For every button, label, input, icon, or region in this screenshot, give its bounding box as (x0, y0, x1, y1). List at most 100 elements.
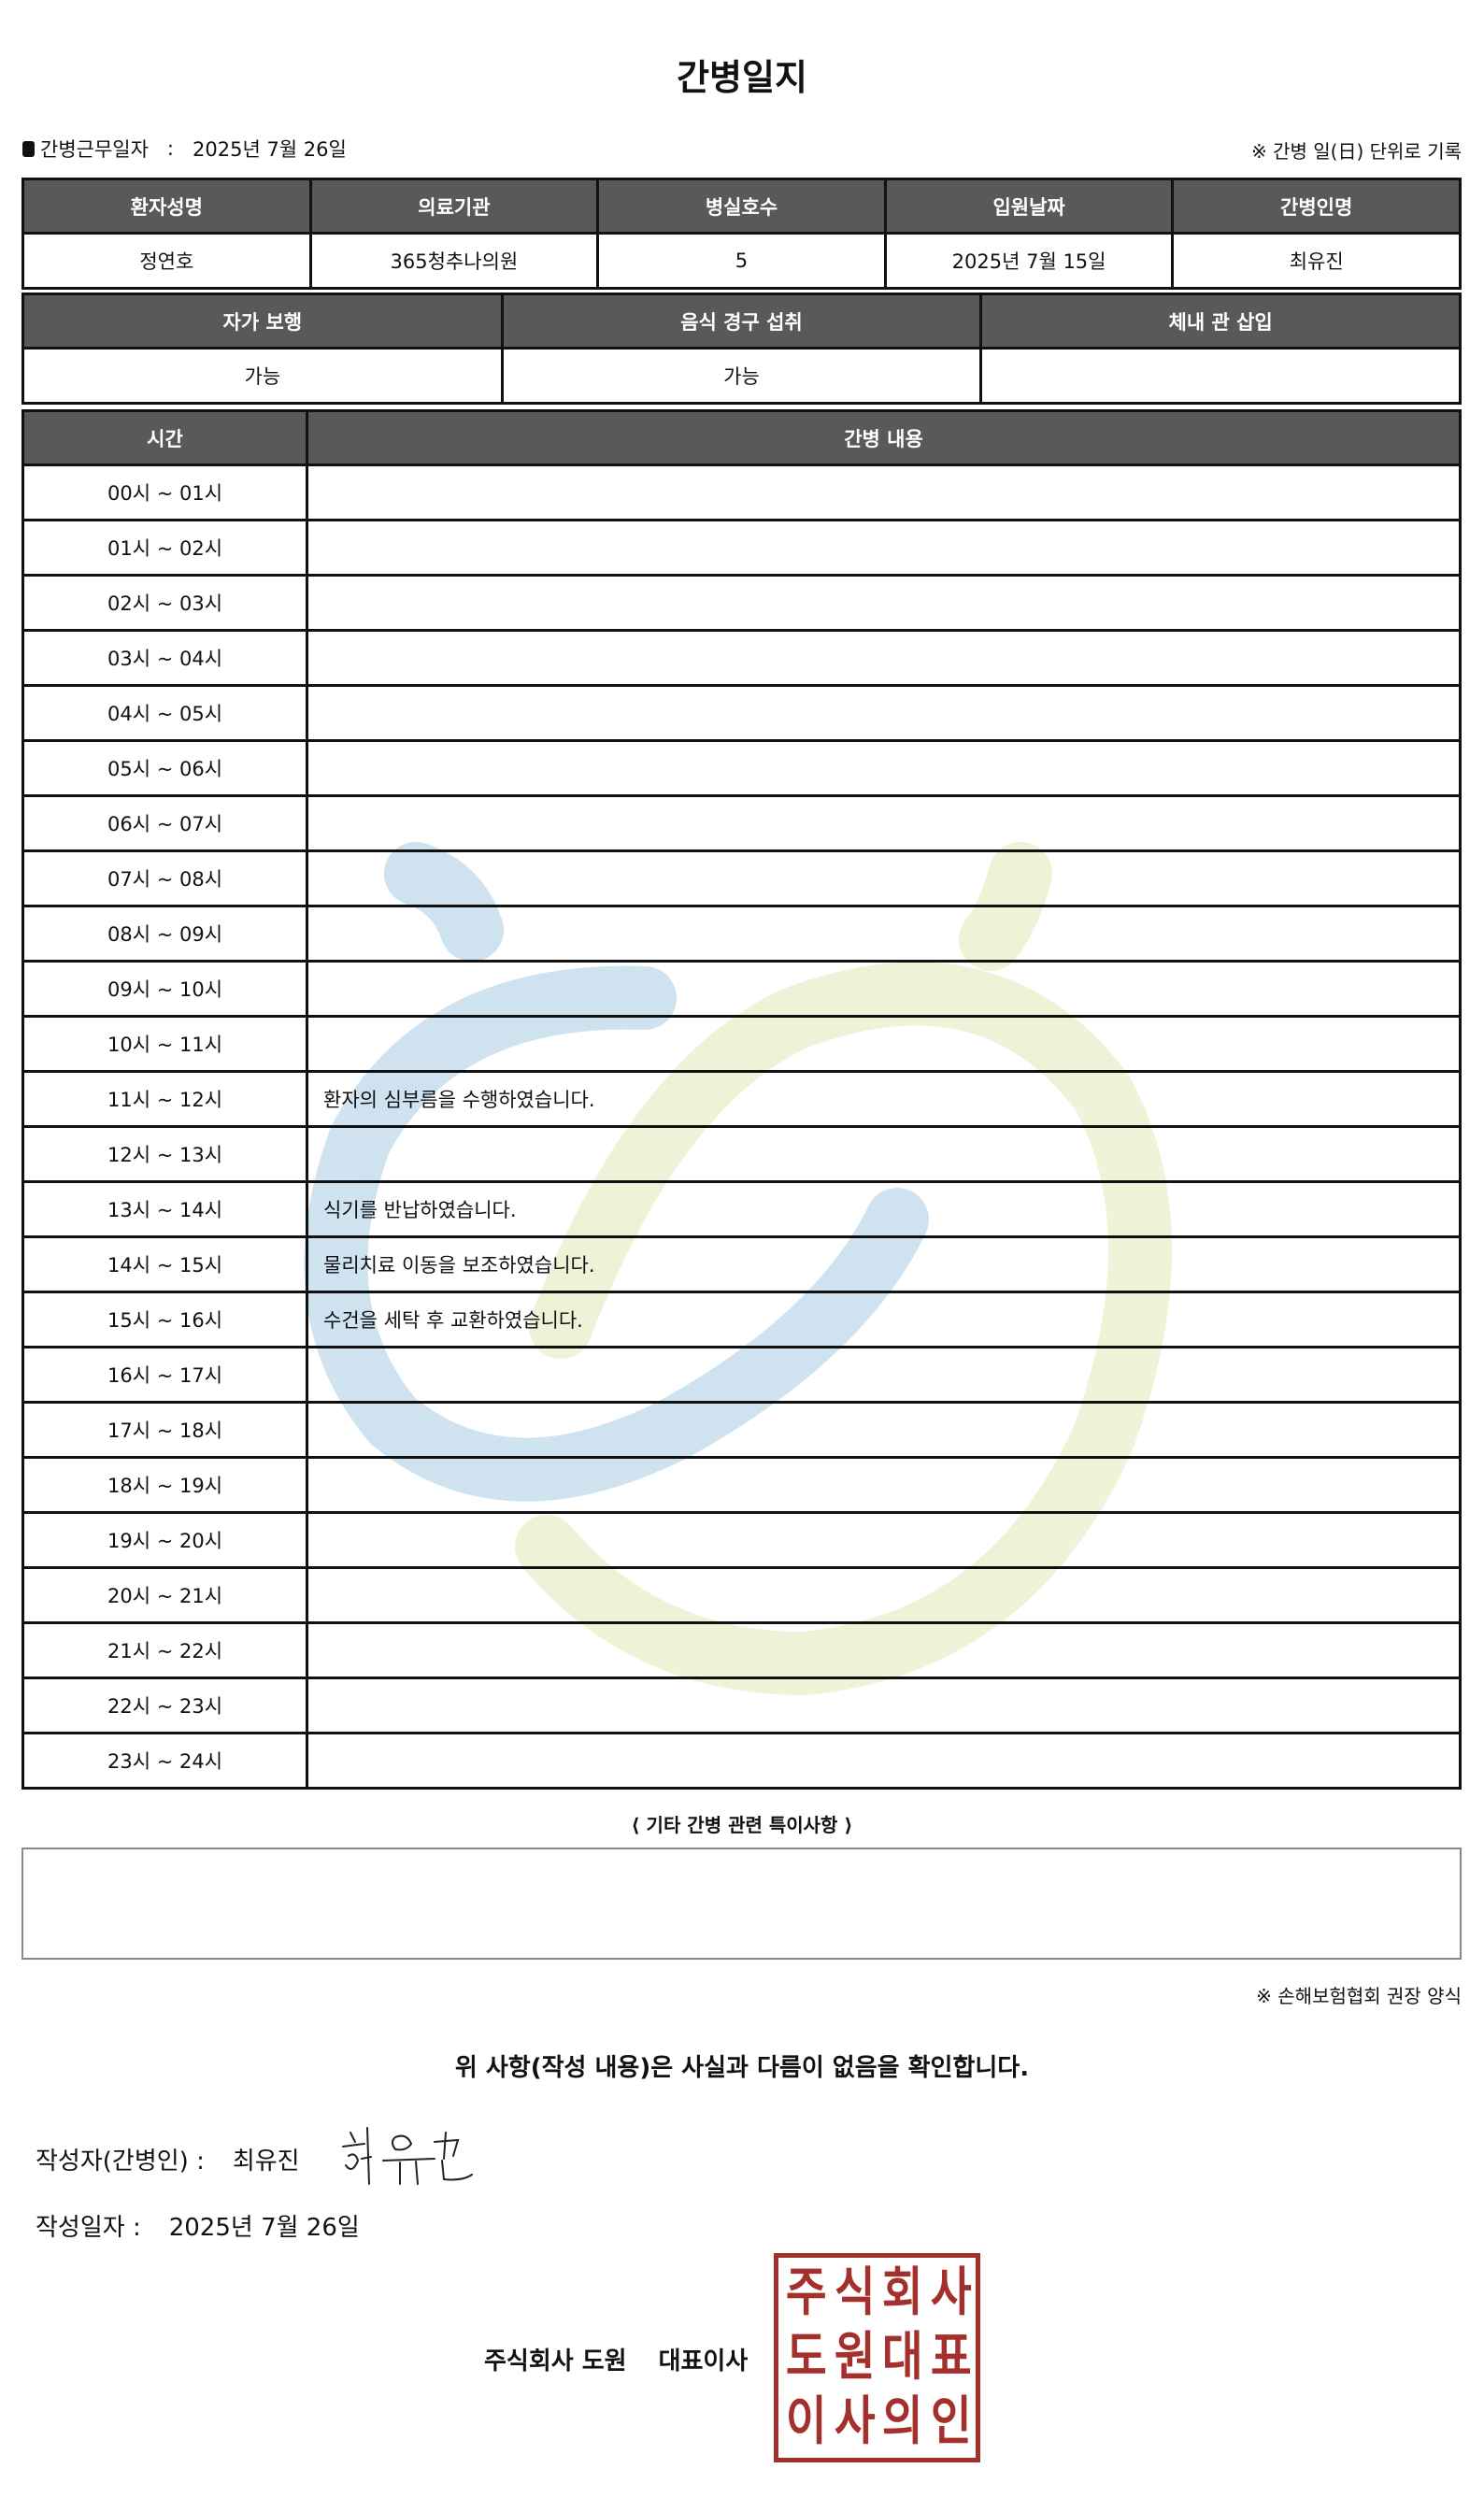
representative-title: 대표이사 (658, 2347, 749, 2376)
time-cell: 21시 ~ 22시 (21, 1621, 308, 1679)
table-row: 16시 ~ 17시 (21, 1346, 1462, 1404)
header-room: 병실호수 (596, 178, 887, 235)
content-cell (306, 960, 1462, 1018)
table-row: 14시 ~ 15시 물리치료 이동을 보조하였습니다. (21, 1235, 1462, 1293)
table-row: 18시 ~ 19시 (21, 1456, 1462, 1514)
company-row: 주식회사 도원 대표이사 (484, 2342, 748, 2376)
time-cell: 14시 ~ 15시 (21, 1235, 308, 1293)
content-cell (306, 905, 1462, 963)
content-cell: 물리치료 이동을 보조하였습니다. (306, 1235, 1462, 1293)
content-cell (306, 1677, 1462, 1734)
table-row: 01시 ~ 02시 (21, 519, 1462, 577)
time-cell: 05시 ~ 06시 (21, 739, 308, 797)
content-cell (306, 1621, 1462, 1679)
patient-status-table: 자가 보행 음식 경구 섭취 체내 관 삽입 가능 가능 (21, 293, 1462, 405)
time-cell: 13시 ~ 14시 (21, 1180, 308, 1238)
time-cell: 16시 ~ 17시 (21, 1346, 308, 1404)
table-row: 15시 ~ 16시 수건을 세탁 후 교환하였습니다. (21, 1291, 1462, 1348)
table-row: 17시 ~ 18시 (21, 1401, 1462, 1459)
time-cell: 07시 ~ 08시 (21, 849, 308, 907)
content-cell (306, 1125, 1462, 1183)
tube (979, 347, 1462, 405)
room: 5 (596, 232, 887, 290)
header-institution: 의료기관 (308, 178, 600, 235)
table-row: 05시 ~ 06시 (21, 739, 1462, 797)
confirmation-statement: 위 사항(작성 내용)은 사실과 다름이 없음을 확인합니다. (454, 2054, 1030, 2082)
time-cell: 08시 ~ 09시 (21, 905, 308, 963)
patient-name: 정연호 (21, 232, 312, 290)
caregiver: 최유진 (1171, 232, 1462, 290)
stamp-char: 원 (834, 2326, 876, 2388)
notes-label: ⟨ 기타 간병 관련 특이사항 ⟩ (631, 1814, 853, 1836)
time-cell: 10시 ~ 11시 (21, 1015, 308, 1073)
walking: 가능 (21, 347, 504, 405)
content-cell (306, 1015, 1462, 1073)
time-cell: 09시 ~ 10시 (21, 960, 308, 1018)
content-cell (306, 1456, 1462, 1514)
table-row: 07시 ~ 08시 (21, 849, 1462, 907)
stamp-char: 회 (881, 2262, 923, 2324)
time-cell: 23시 ~ 24시 (21, 1732, 308, 1790)
table-row: 02시 ~ 03시 (21, 574, 1462, 632)
content-cell: 환자의 심부름을 수행하였습니다. (306, 1070, 1462, 1128)
care-log-table: 시간 간병 내용 00시 ~ 01시 01시 ~ 02시 02시 ~ 03시 03시 … (21, 409, 1462, 1790)
time-cell: 15시 ~ 16시 (21, 1291, 308, 1348)
admission-date: 2025년 7월 15일 (883, 232, 1175, 290)
writer-row: 작성자(간병인) : 최유진 (36, 2142, 300, 2176)
content-cell (306, 629, 1462, 687)
time-cell: 22시 ~ 23시 (21, 1677, 308, 1734)
header-walking: 자가 보행 (21, 293, 504, 350)
header-tube: 체내 관 삽입 (979, 293, 1462, 350)
write-date-row: 작성일자 : 2025년 7월 26일 (36, 2208, 360, 2243)
content-cell (306, 1732, 1462, 1790)
note-bottom: ※ 손해보험협회 권장 양식 (1256, 1985, 1462, 2007)
table-row: 10시 ~ 11시 (21, 1015, 1462, 1073)
oral-intake: 가능 (500, 347, 983, 405)
writer-name: 최유진 (232, 2147, 300, 2176)
content-cell (306, 794, 1462, 852)
work-date-label: 간병근무일자 (40, 138, 149, 161)
bullet-icon (22, 140, 35, 157)
content-cell: 수건을 세탁 후 교환하였습니다. (306, 1291, 1462, 1348)
stamp-char: 이 (785, 2390, 827, 2452)
time-cell: 00시 ~ 01시 (21, 464, 308, 521)
content-cell (306, 739, 1462, 797)
write-date-label: 작성일자 : (36, 2214, 141, 2242)
table-row: 21시 ~ 22시 (21, 1621, 1462, 1679)
table-row: 09시 ~ 10시 (21, 960, 1462, 1018)
content-cell (306, 464, 1462, 521)
table-row: 23시 ~ 24시 (21, 1732, 1462, 1790)
write-date-value: 2025년 7월 26일 (168, 2214, 360, 2242)
table-row: 13시 ~ 14시 식기를 반납하였습니다. (21, 1180, 1462, 1238)
content-cell (306, 519, 1462, 577)
content-cell (306, 574, 1462, 632)
content-cell (306, 849, 1462, 907)
stamp-char: 대 (881, 2326, 923, 2388)
table-row: 19시 ~ 20시 (21, 1511, 1462, 1569)
time-cell: 04시 ~ 05시 (21, 684, 308, 742)
time-cell: 18시 ~ 19시 (21, 1456, 308, 1514)
header-time: 시간 (21, 409, 308, 466)
table-row: 04시 ~ 05시 (21, 684, 1462, 742)
work-date-value: 2025년 7월 26일 (193, 138, 347, 161)
table-row: 03시 ~ 04시 (21, 629, 1462, 687)
content-cell (306, 1511, 1462, 1569)
work-date: 간병근무일자 : 2025년 7월 26일 (22, 135, 347, 163)
header-content: 간병 내용 (306, 409, 1462, 466)
stamp-char: 식 (834, 2262, 876, 2324)
time-cell: 03시 ~ 04시 (21, 629, 308, 687)
company-name: 주식회사 도원 (484, 2347, 627, 2376)
time-cell: 11시 ~ 12시 (21, 1070, 308, 1128)
content-cell (306, 1346, 1462, 1404)
institution: 365청추나의원 (308, 232, 600, 290)
content-cell (306, 1566, 1462, 1624)
stamp-char: 주 (785, 2262, 827, 2324)
stamp-char: 사 (930, 2262, 972, 2324)
content-cell: 식기를 반납하였습니다. (306, 1180, 1462, 1238)
time-cell: 01시 ~ 02시 (21, 519, 308, 577)
stamp-char: 사 (834, 2390, 876, 2452)
table-row: 22시 ~ 23시 (21, 1677, 1462, 1734)
table-row: 06시 ~ 07시 (21, 794, 1462, 852)
stamp-char: 의 (881, 2390, 923, 2452)
